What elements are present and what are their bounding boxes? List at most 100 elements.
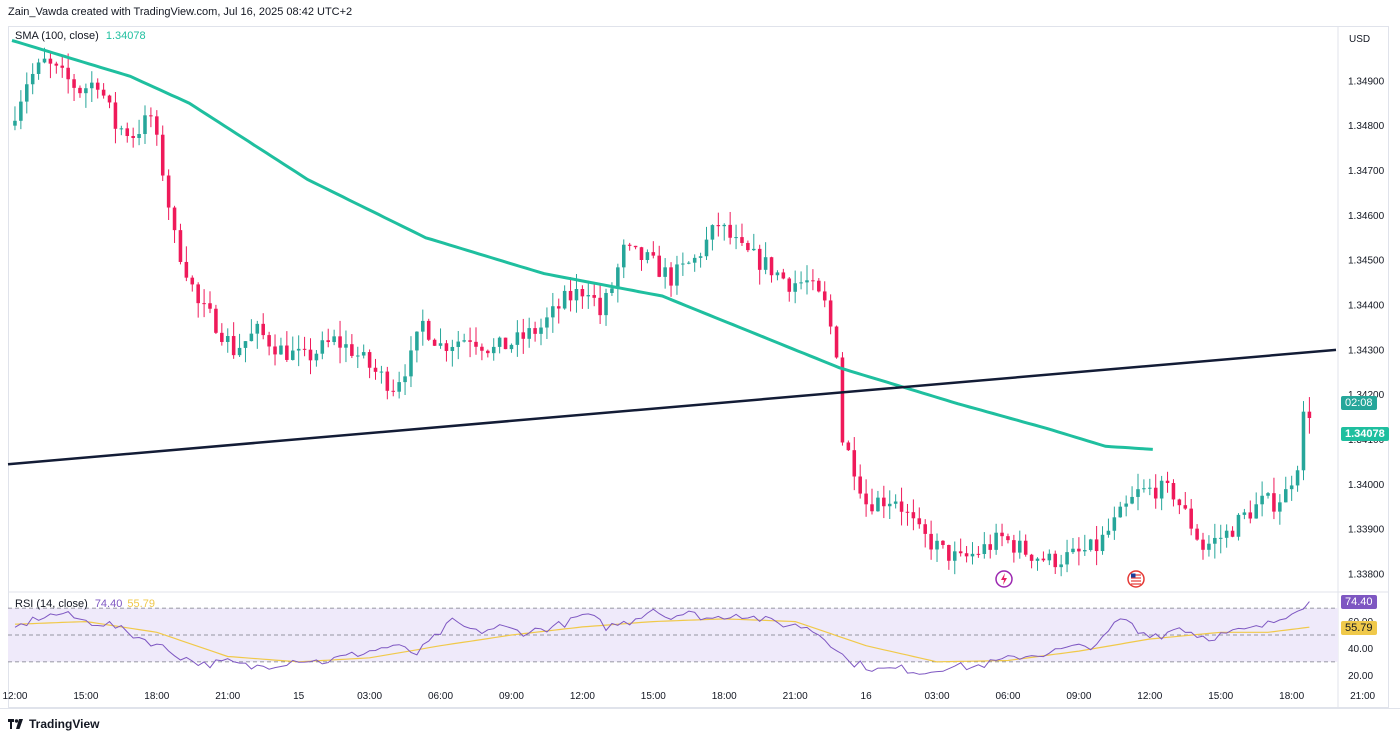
candle-body [757, 248, 762, 270]
candle-body [616, 267, 620, 289]
candle-body [947, 545, 951, 561]
candle-body [976, 553, 981, 555]
candle-body [1189, 508, 1193, 529]
candle-body [1012, 540, 1016, 553]
candle-body [923, 524, 927, 534]
candle-body [426, 320, 431, 340]
footer: TradingView [0, 708, 1400, 739]
candle-body [60, 65, 65, 68]
candle-body [887, 503, 892, 507]
candle-body [42, 58, 47, 63]
candle-body [237, 347, 242, 356]
time-tick-label: 12:00 [1137, 691, 1162, 702]
price-tick-label: 1.34400 [1348, 301, 1385, 312]
candle-body [54, 63, 59, 66]
candle-body [137, 134, 141, 138]
rsi-tick-label: 20.00 [1348, 671, 1373, 682]
candle-body [225, 336, 230, 342]
candle-body [811, 280, 815, 282]
candle-body [781, 272, 786, 279]
candle-body [935, 540, 939, 550]
rsi-legend[interactable]: RSI (14, close) 74.40 55.79 [15, 598, 155, 610]
candle-body [119, 128, 124, 130]
candle-body [113, 102, 118, 129]
time-tick-label: 12:00 [2, 691, 27, 702]
candle-body [101, 89, 106, 96]
candle-body [734, 237, 738, 239]
grid [8, 26, 1389, 708]
candle-body [710, 225, 715, 240]
candle-body [1148, 487, 1152, 489]
candle-body [515, 332, 520, 345]
tradingview-brand: TradingView [29, 717, 100, 731]
candle-body [905, 511, 910, 513]
candle-body [964, 553, 969, 557]
candle-body [1301, 411, 1306, 471]
price-tick-label: 1.34800 [1348, 121, 1385, 132]
time-tick-label: 06:00 [428, 691, 453, 702]
candle-body [1023, 540, 1028, 555]
candle-body [521, 332, 526, 339]
candle-body [1035, 558, 1040, 561]
candle-body [574, 289, 579, 301]
candle-body [166, 175, 171, 208]
candle-body [858, 476, 862, 494]
us-flag-event-icon [1127, 570, 1145, 588]
candle-body [308, 349, 313, 361]
candle-body [78, 87, 82, 94]
candle-body [1201, 539, 1205, 550]
countdown-tag: 02:08 [1341, 396, 1377, 410]
candle-body [805, 280, 809, 283]
candle-body [769, 257, 774, 276]
candle-body [722, 224, 727, 227]
candle-body [893, 501, 898, 504]
candle-body [214, 308, 218, 333]
candle-body [793, 283, 797, 292]
candle-body [929, 533, 933, 550]
candle-body [1124, 503, 1128, 507]
candle-body [681, 263, 685, 265]
candle-body [279, 345, 283, 355]
candle-body [403, 376, 407, 383]
rsi-band [8, 607, 1338, 663]
candle-body [1195, 528, 1199, 540]
candle-body [184, 261, 189, 278]
rsi-ma-tag: 55.79 [1341, 621, 1377, 635]
time-tick-label: 21:00 [1350, 691, 1375, 702]
rsi-legend-value: 74.40 [94, 598, 123, 610]
time-tick-label: 09:00 [499, 691, 524, 702]
candle-body [598, 297, 602, 316]
us-flag-canton [1131, 573, 1136, 578]
candle-body [698, 256, 703, 258]
rsi-ma-line [14, 618, 1310, 663]
candle-body [1077, 548, 1081, 552]
candle-body [1094, 539, 1099, 552]
lightning-event-icon [995, 570, 1013, 588]
candle-body [338, 336, 342, 348]
candle-body [1041, 558, 1046, 561]
candle-body [740, 237, 744, 243]
trendline [7, 348, 1337, 466]
price-tick-label: 1.33900 [1348, 525, 1385, 536]
time-tick-label: 15:00 [641, 691, 666, 702]
candle-body [415, 331, 419, 351]
candle-body [562, 290, 567, 309]
candle-body [486, 350, 490, 354]
candle-body [834, 326, 839, 358]
candle-body [639, 247, 644, 261]
candle-body [746, 242, 750, 251]
lightning-event-icon-bolt [1001, 573, 1007, 585]
candle-body [527, 328, 531, 339]
tradingview-logo[interactable]: TradingView [8, 717, 99, 731]
candle-body [1083, 550, 1087, 552]
candle-body [13, 120, 17, 126]
candle-body [621, 244, 626, 268]
candle-body [143, 115, 147, 135]
candle-body [48, 58, 53, 64]
time-tick-label: 15 [293, 691, 305, 702]
candle-body [716, 225, 721, 227]
sma-legend[interactable]: SMA (100, close) 1.34078 [15, 30, 146, 42]
candle-body [90, 82, 94, 89]
candle-body [1183, 505, 1188, 509]
